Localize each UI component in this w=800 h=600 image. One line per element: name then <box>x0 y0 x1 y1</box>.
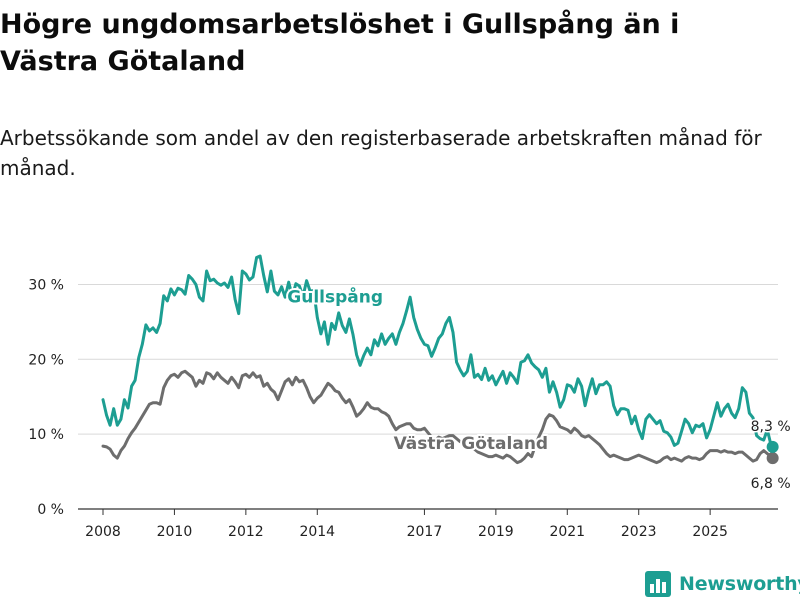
end-value-label-v-stra-g-taland: 6,8 % <box>751 476 791 492</box>
x-tick-label: 2017 <box>407 524 443 540</box>
end-point-gullsp-ng <box>766 440 779 453</box>
x-tick-label: 2019 <box>478 524 514 540</box>
gridlines <box>78 283 778 510</box>
x-tick-label: 2021 <box>549 524 585 540</box>
y-tick-label: 10 % <box>28 427 64 443</box>
x-tick-label: 2014 <box>299 524 335 540</box>
x-tick-label: 2023 <box>621 524 657 540</box>
series-label-v-stra-g-taland: Västra Götaland <box>394 434 549 454</box>
chart-subtitle: Arbetssökande som andel av den registerb… <box>0 126 762 180</box>
x-tick-label: 2012 <box>228 524 264 540</box>
y-tick-label: 30 % <box>28 277 64 293</box>
series-labels: Gullspång Västra Götaland 8,3 % 6,8 % <box>285 283 792 493</box>
x-axis: 2008 2010 2012 2014 2017 2019 2021 2023 2025 <box>85 509 728 540</box>
series-lines <box>101 254 779 465</box>
y-tick-label: 0 % <box>37 502 64 518</box>
chart-title: Högre ungdomsarbetslöshet i Gullspång än… <box>0 9 680 77</box>
x-tick-label: 2025 <box>692 524 728 540</box>
x-tick-label: 2008 <box>85 524 121 540</box>
series-line-v-stra-g-taland <box>101 369 775 465</box>
brand-name: Newsworthy <box>679 573 800 595</box>
series-line-gullsp-ng <box>101 254 775 449</box>
newsworthy-logo: Newsworthy <box>645 570 800 598</box>
bar-chart-logo-icon <box>645 571 671 597</box>
end-point-v-stra-g-taland <box>766 452 779 465</box>
x-tick-label: 2010 <box>157 524 193 540</box>
y-axis: 0 % 10 % 20 % 30 % <box>28 277 64 518</box>
end-value-label-gullsp-ng: 8,3 % <box>751 419 791 435</box>
y-tick-label: 20 % <box>28 352 64 368</box>
series-label-gullsp-ng: Gullspång <box>287 285 383 307</box>
